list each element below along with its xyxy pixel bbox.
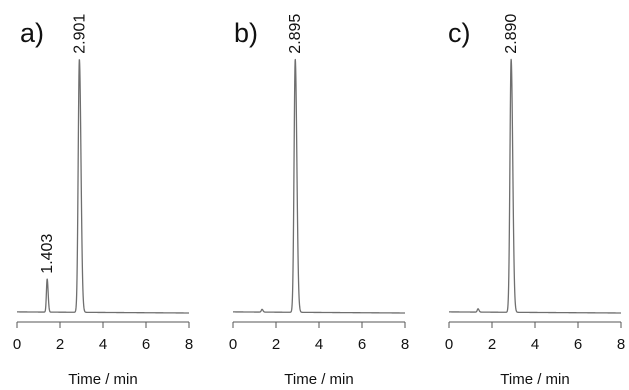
x-tick-label: 2 bbox=[272, 336, 280, 353]
x-tick-label: 0 bbox=[229, 336, 237, 353]
x-tick-label: 4 bbox=[99, 336, 107, 353]
x-tick-label: 4 bbox=[315, 336, 323, 353]
panel-2: b) 2.895 0 2 4 6 8 Time / min bbox=[229, 14, 409, 388]
peak-label: 1.403 bbox=[39, 234, 56, 274]
peak-label: 2.890 bbox=[503, 14, 520, 54]
x-tick-label: 8 bbox=[401, 336, 409, 353]
x-tick-label: 6 bbox=[574, 336, 582, 353]
x-tick-label: 2 bbox=[56, 336, 64, 353]
x-tick-label: 6 bbox=[142, 336, 150, 353]
x-tick-label: 8 bbox=[185, 336, 193, 353]
x-tick-label: 4 bbox=[531, 336, 539, 353]
x-tick-label: 8 bbox=[617, 336, 625, 353]
x-tick-label: 2 bbox=[488, 336, 496, 353]
x-tick-label: 0 bbox=[445, 336, 453, 353]
peak-label: 2.895 bbox=[287, 14, 304, 54]
x-tick-label: 6 bbox=[358, 336, 366, 353]
x-axis-title: Time / min bbox=[500, 371, 569, 388]
chromatogram-trace bbox=[16, 59, 190, 314]
chromatogram-trace bbox=[448, 58, 622, 314]
panel-label: a) bbox=[20, 18, 44, 48]
x-axis-title: Time / min bbox=[284, 371, 353, 388]
panel-label: c) bbox=[448, 18, 471, 48]
x-axis-title: Time / min bbox=[68, 371, 137, 388]
chromatogram-trace bbox=[232, 58, 406, 314]
panel-label: b) bbox=[234, 18, 258, 48]
panel-1: a) 1.403 2.901 0 2 4 6 8 Time / min bbox=[13, 14, 193, 388]
x-tick-label: 0 bbox=[13, 336, 21, 353]
peak-label: 2.901 bbox=[71, 14, 88, 54]
panel-3: c) 2.890 0 2 4 6 8 Time / min bbox=[445, 14, 625, 388]
